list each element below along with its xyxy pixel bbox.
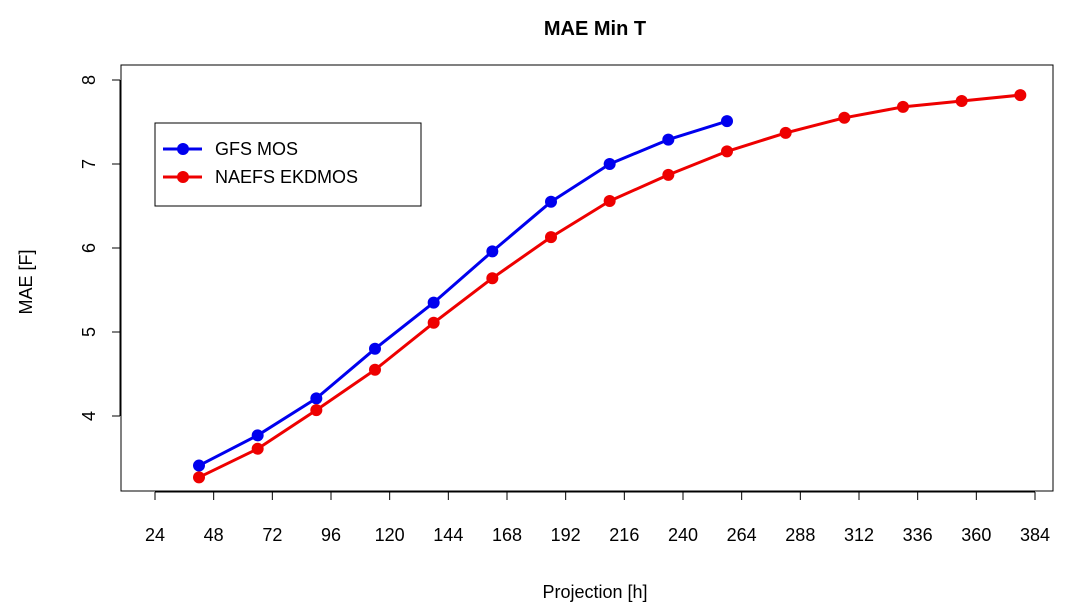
data-point <box>779 126 792 139</box>
legend-item: NAEFS EKDMOS <box>163 167 358 187</box>
x-tick-label: 312 <box>844 525 874 545</box>
data-point <box>603 194 616 207</box>
x-tick-label: 216 <box>609 525 639 545</box>
data-point <box>838 111 851 124</box>
data-point <box>897 100 909 113</box>
data-point <box>662 133 675 146</box>
y-axis-label: MAE [F] <box>16 249 36 314</box>
legend-box <box>154 122 422 207</box>
data-point <box>369 342 381 355</box>
data-point <box>310 392 323 405</box>
data-point <box>955 95 968 107</box>
x-tick-label: 96 <box>321 525 341 545</box>
x-axis: 24 48 72 96 120 144 168 192 216 240 264 288 312 336 36… <box>145 491 1050 545</box>
legend-label: GFS MOS <box>215 139 298 159</box>
y-tick-label: 7 <box>79 159 99 169</box>
x-tick-label: 336 <box>903 525 933 545</box>
chart-title: MAE Min T <box>544 18 646 40</box>
data-point <box>1014 89 1027 102</box>
data-point <box>427 316 440 329</box>
data-point <box>486 272 499 285</box>
x-tick-label: 384 <box>1020 525 1050 545</box>
data-point <box>721 115 733 128</box>
data-point <box>369 363 381 376</box>
x-tick-label: 192 <box>551 525 581 545</box>
legend-label: NAEFS EKDMOS <box>215 167 358 187</box>
x-axis-label: Projection [h] <box>542 582 647 602</box>
data-point <box>251 442 264 455</box>
x-tick-label: 120 <box>375 525 405 545</box>
data-point <box>486 245 499 258</box>
data-point <box>193 471 205 484</box>
data-point <box>193 459 205 472</box>
x-tick-label: 264 <box>727 525 757 545</box>
legend: GFS MOS NAEFS EKDMOS <box>154 122 422 207</box>
data-point <box>603 158 616 170</box>
x-tick-label: 168 <box>492 525 522 545</box>
x-tick-label: 72 <box>262 525 282 545</box>
data-point <box>662 168 675 181</box>
series <box>193 115 733 472</box>
series <box>193 89 1027 484</box>
y-tick-label: 5 <box>79 327 99 337</box>
data-point <box>427 296 440 309</box>
y-axis: 4 5 6 7 8 <box>79 75 121 421</box>
x-tick-label: 240 <box>668 525 698 545</box>
data-point <box>545 195 557 208</box>
y-tick-label: 8 <box>79 75 99 85</box>
data-point <box>721 145 733 158</box>
y-tick-label: 6 <box>79 243 99 253</box>
series-layer <box>193 89 1027 484</box>
legend-marker <box>177 171 189 183</box>
data-point <box>251 429 264 442</box>
plot-area <box>120 64 1054 492</box>
data-point <box>310 404 323 417</box>
legend-item: GFS MOS <box>163 139 298 159</box>
series-line <box>198 119 728 467</box>
x-tick-label: 48 <box>204 525 224 545</box>
legend-marker <box>177 143 189 155</box>
x-tick-label: 144 <box>433 525 463 545</box>
x-tick-label: 360 <box>961 525 991 545</box>
x-tick-label: 24 <box>145 525 165 545</box>
y-tick-label: 4 <box>79 411 99 421</box>
x-tick-label: 288 <box>785 525 815 545</box>
data-point <box>545 231 557 244</box>
